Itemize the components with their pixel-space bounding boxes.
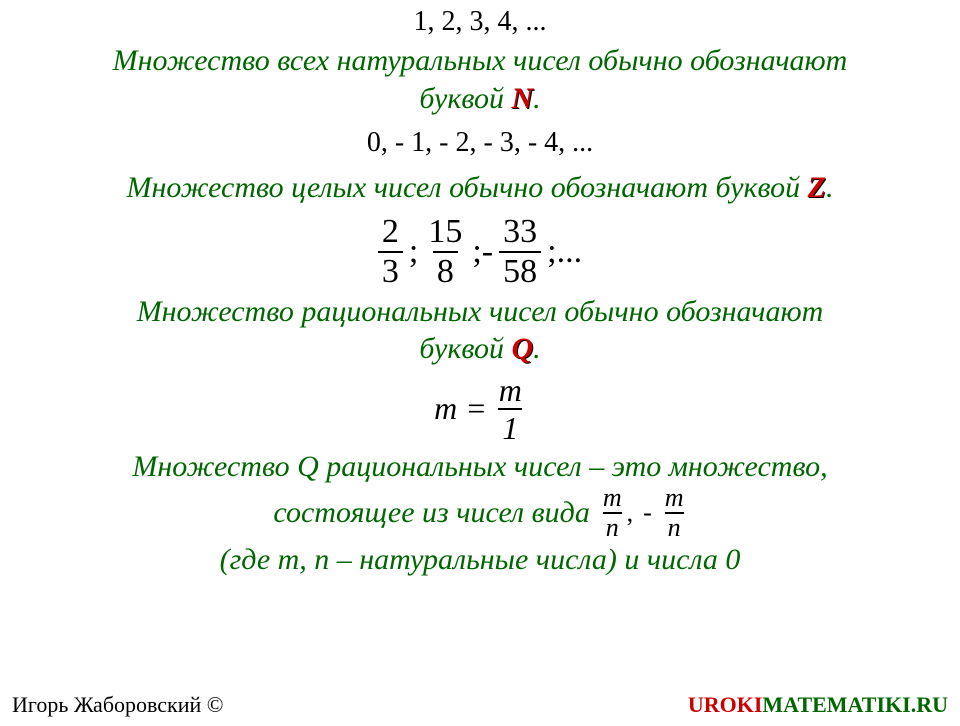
text: Множество Q рациональных чисел – это мно…	[0, 448, 960, 486]
minus: -	[643, 497, 652, 530]
text: Множество рациональных чисел обычно обоз…	[137, 295, 824, 328]
denominator: 1	[498, 408, 522, 444]
site-rest: MATEMATIKI.RU	[762, 692, 948, 717]
fraction: 15 8	[424, 215, 466, 289]
separator: ;-	[472, 233, 493, 271]
text: буквой	[419, 82, 511, 115]
denominator: 8	[433, 251, 458, 289]
fraction: 33 58	[499, 215, 541, 289]
natural-sequence: 1, 2, 3, 4, ...	[0, 6, 960, 38]
natural-set-text: Множество всех натуральных чисел обычно …	[0, 42, 960, 117]
comma: ,	[627, 497, 634, 530]
site-credit: UROKIMATEMATIKI.RU	[688, 692, 948, 718]
fraction-mn: m n	[600, 485, 625, 541]
site-prefix: UROKI	[688, 692, 763, 717]
fraction-neg-mn: m n	[662, 485, 687, 541]
numerator: m	[662, 485, 687, 512]
lhs: m =	[434, 390, 487, 427]
q-set-definition: Множество Q рациональных чисел – это мно…	[0, 448, 960, 579]
denominator: 58	[499, 251, 541, 289]
text: состоящее из чисел вида	[273, 494, 589, 532]
text: .	[533, 82, 541, 115]
fractions-sequence: 2 3 ; 15 8 ;- 33 58 ;...	[0, 215, 960, 289]
integer-set-text: Множество целых чисел обычно обозначают …	[0, 169, 960, 207]
separator: ;...	[547, 233, 582, 271]
letter-z: Z	[808, 171, 826, 204]
numerator: 33	[499, 215, 541, 251]
fraction: m 1	[495, 374, 526, 444]
numerator: m	[495, 374, 526, 408]
equation-m: m = m 1	[0, 374, 960, 444]
fraction: 2 3	[378, 215, 403, 289]
numerator: m	[600, 485, 625, 512]
separator: ;	[409, 233, 418, 271]
numerator: 2	[378, 215, 403, 251]
text: Множество всех натуральных чисел обычно …	[113, 44, 848, 77]
text: .	[533, 332, 541, 365]
letter-q: Q	[512, 332, 534, 365]
text: Множество целых чисел обычно обозначают …	[127, 171, 808, 204]
denominator: 3	[378, 251, 403, 289]
denominator: n	[665, 512, 684, 541]
text: буквой	[419, 332, 511, 365]
integer-sequence: 0, - 1, - 2, - 3, - 4, ...	[0, 127, 960, 159]
numerator: 15	[424, 215, 466, 251]
rational-set-text: Множество рациональных чисел обычно обоз…	[0, 293, 960, 368]
text: (где m, n – натуральные числа) и числа 0	[0, 541, 960, 579]
text: .	[826, 171, 834, 204]
author-credit: Игорь Жаборовский ©	[12, 692, 224, 718]
footer: Игорь Жаборовский © UROKIMATEMATIKI.RU	[12, 692, 948, 718]
definition-line-2: состоящее из чисел вида m n , - m n	[0, 485, 960, 541]
denominator: n	[603, 512, 622, 541]
letter-n: N	[512, 82, 534, 115]
